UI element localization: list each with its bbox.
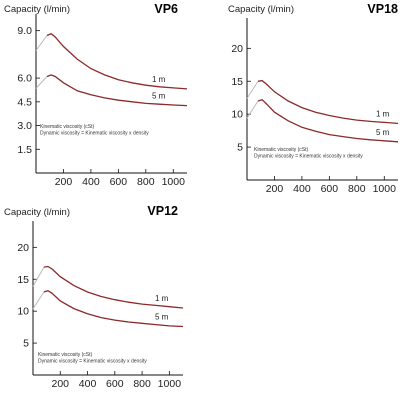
y-tick-label: 3.0	[17, 120, 32, 132]
chart-vp18: 5 10 15 20 200 400 600 800 1000 Capacity (l/min) V…	[228, 2, 399, 195]
y-tick-label: 9.0	[17, 25, 32, 37]
y-tick-label: 6.0	[17, 73, 32, 85]
series-leadin-line	[32, 291, 45, 310]
annotation: Kinematic viscosity (cSt)	[40, 124, 95, 130]
chart-title: VP12	[147, 204, 178, 218]
y-tick-label: 15	[231, 76, 243, 88]
series-leadin-line	[32, 266, 45, 287]
series-line-5m	[46, 74, 188, 107]
y-tick-label: 5	[23, 338, 29, 350]
series-label: 1 m	[155, 294, 169, 303]
series-label: 1 m	[376, 109, 390, 118]
x-tick-label: 800	[137, 176, 155, 188]
x-tick-label: 800	[348, 183, 366, 195]
y-tick-label: 4.5	[17, 96, 32, 108]
y-axis-label: Capacity (l/min)	[228, 4, 294, 15]
x-tick-label: 400	[82, 176, 100, 188]
x-tick-label: 200	[266, 183, 284, 195]
x-tick-label: 1000	[373, 183, 397, 195]
y-tick-label: 15	[17, 274, 29, 286]
x-tick-label: 200	[55, 176, 73, 188]
chart-title: VP6	[154, 2, 178, 16]
series-leadin-line	[35, 76, 48, 89]
x-tick-label: 200	[52, 378, 70, 390]
y-tick-label: 10	[231, 109, 243, 121]
series-leadin-line	[246, 100, 259, 119]
series-line-5m	[43, 289, 184, 328]
annotation: Kinematic viscosity (cSt)	[38, 352, 93, 358]
y-tick-label: 10	[17, 306, 29, 318]
annotation: Dynamic viscosity = Kinematic viscosity …	[40, 131, 149, 137]
series-leadin-line	[35, 35, 48, 51]
series-label: 1 m	[152, 75, 166, 84]
y-tick-label: 5	[237, 142, 243, 154]
x-tick-label: 600	[106, 378, 124, 390]
series-line-1m	[46, 33, 188, 90]
x-tick-label: 400	[79, 378, 97, 390]
series-label: 5 m	[376, 128, 390, 137]
chart-vp12: 5 10 15 20 200 400 600 800 1000 Capacity (l/min) V…	[4, 204, 184, 390]
series-label: 5 m	[152, 92, 166, 101]
annotation: Dynamic viscosity = Kinematic viscosity …	[254, 154, 363, 160]
x-tick-label: 400	[293, 183, 311, 195]
x-tick-label: 800	[133, 378, 151, 390]
x-tick-label: 600	[321, 183, 339, 195]
series-line-5m	[257, 98, 399, 143]
x-tick-label: 1000	[158, 378, 182, 390]
series-line-1m	[257, 79, 399, 125]
x-tick-label: 600	[110, 176, 128, 188]
y-tick-label: 1.5	[17, 144, 32, 156]
series-line-1m	[43, 265, 184, 309]
annotation: Dynamic viscosity = Kinematic viscosity …	[38, 359, 147, 365]
chart-vp6: 1.5 3.0 4.5 6.0 9.0 200 400 600 800 1000 Capacity …	[4, 2, 188, 188]
chart-title: VP18	[367, 2, 398, 16]
y-tick-label: 20	[231, 43, 243, 55]
x-tick-label: 1000	[162, 176, 186, 188]
y-tick-label: 20	[17, 242, 29, 254]
series-label: 5 m	[155, 312, 169, 321]
y-axis-label: Capacity (l/min)	[4, 4, 70, 15]
annotation: Kinematic viscosity (cSt)	[254, 147, 309, 153]
y-axis-label: Capacity (l/min)	[4, 207, 70, 218]
series-leadin-line	[246, 81, 259, 99]
